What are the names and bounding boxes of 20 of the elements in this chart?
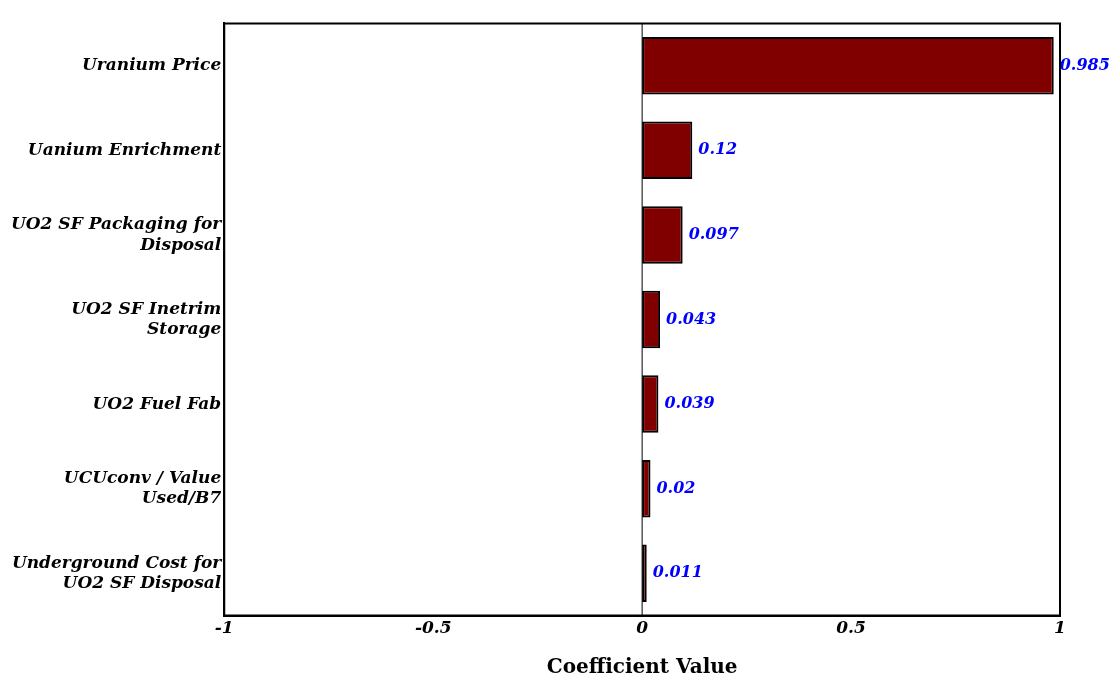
data-label: 0.097 xyxy=(688,224,739,244)
data-label: 0.12 xyxy=(698,139,738,159)
x-tick-label: 0 xyxy=(636,617,649,638)
y-tick-label: UO2 SF Inetrim Storage xyxy=(71,297,222,339)
x-tick-label: -0.5 xyxy=(414,617,452,638)
data-label: 0.011 xyxy=(652,562,703,582)
x-tick-label: -1 xyxy=(214,617,234,638)
data-label: 0.985 xyxy=(1059,54,1110,74)
y-tick-label: UCUconv / Value Used/B7 xyxy=(63,466,222,508)
x-tick-label: 1 xyxy=(1054,617,1066,638)
y-tick-label: Uanium Enrichment xyxy=(27,138,222,159)
x-tick-label: 0.5 xyxy=(836,617,866,638)
y-tick-label: UO2 Fuel Fab xyxy=(92,392,222,413)
x-axis-title: Coefficient Value xyxy=(546,654,738,679)
y-tick-label: Uranium Price xyxy=(82,54,222,75)
y-tick-label: UO2 SF Packaging for Disposal xyxy=(10,213,223,254)
y-tick-label: Underground Cost for UO2 SF Disposal xyxy=(11,551,223,592)
data-label: 0.02 xyxy=(656,477,696,497)
data-label: 0.039 xyxy=(664,393,715,413)
data-label: 0.043 xyxy=(666,308,717,328)
